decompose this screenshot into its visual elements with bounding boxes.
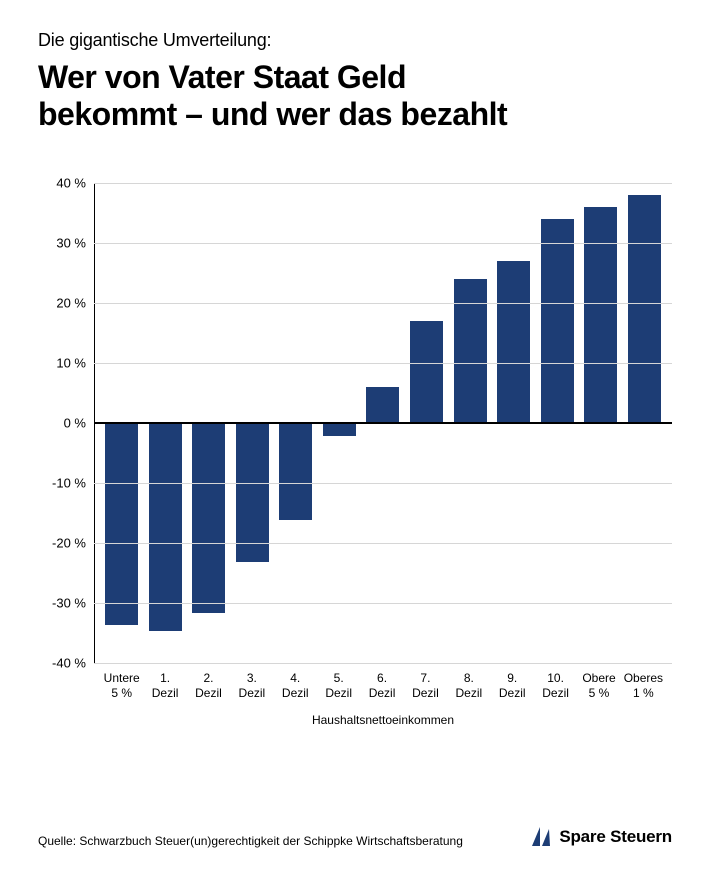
grid-line xyxy=(94,363,672,364)
x-tick-label-line2: Dezil xyxy=(494,686,531,701)
y-tick-label: 10 % xyxy=(56,355,86,370)
x-axis-title: Haushaltsnettoeinkommen xyxy=(94,713,672,727)
bar xyxy=(628,195,661,423)
x-tick-label: 7.Dezil xyxy=(407,671,444,701)
bar xyxy=(279,424,312,520)
grid-line xyxy=(94,243,672,244)
x-tick-label-line1: Oberes xyxy=(624,671,663,686)
zero-line xyxy=(94,422,672,424)
brand-text: Spare Steuern xyxy=(559,827,672,847)
bar xyxy=(149,424,182,631)
y-tick-label: -30 % xyxy=(52,595,86,610)
x-tick-label-line1: 7. xyxy=(407,671,444,686)
bar xyxy=(192,424,225,613)
chart-title: Wer von Vater Staat Geld bekommt – und w… xyxy=(38,59,672,133)
bar xyxy=(454,279,487,423)
x-tick-label: 5.Dezil xyxy=(320,671,357,701)
brand-sail-icon xyxy=(529,826,553,848)
x-tick-label-line1: 3. xyxy=(233,671,270,686)
x-tick-label: 9.Dezil xyxy=(494,671,531,701)
y-tick-label: -10 % xyxy=(52,475,86,490)
x-tick-label: Oberes1 % xyxy=(624,671,663,701)
x-tick-label-line2: 1 % xyxy=(624,686,663,701)
chart-title-line2: bekommt – und wer das bezahlt xyxy=(38,96,507,132)
x-tick-label: 10.Dezil xyxy=(537,671,574,701)
footer: Quelle: Schwarzbuch Steuer(un)gerechtigk… xyxy=(38,826,672,848)
x-tick-label: Obere5 % xyxy=(580,671,617,701)
x-tick-label-line1: Obere xyxy=(580,671,617,686)
grid-line xyxy=(94,303,672,304)
y-tick-label: 20 % xyxy=(56,295,86,310)
y-tick-label: -40 % xyxy=(52,655,86,670)
x-tick-label-line1: Untere xyxy=(103,671,140,686)
x-tick-label-line1: 6. xyxy=(363,671,400,686)
bar xyxy=(236,424,269,562)
bar xyxy=(323,424,356,436)
x-tick-label: Untere5 % xyxy=(103,671,140,701)
x-tick-label: 2.Dezil xyxy=(190,671,227,701)
x-tick-label-line2: Dezil xyxy=(146,686,183,701)
x-tick-label: 6.Dezil xyxy=(363,671,400,701)
x-tick-label-line2: 5 % xyxy=(580,686,617,701)
y-tick-label: 40 % xyxy=(56,175,86,190)
x-tick-label-line2: Dezil xyxy=(233,686,270,701)
bar xyxy=(105,424,138,625)
grid-line xyxy=(94,183,672,184)
chart-subtitle: Die gigantische Umverteilung: xyxy=(38,30,672,51)
x-tick-label-line2: 5 % xyxy=(103,686,140,701)
y-tick-label: 0 % xyxy=(64,415,86,430)
x-tick-label-line2: Dezil xyxy=(190,686,227,701)
bar xyxy=(497,261,530,423)
chart-title-line1: Wer von Vater Staat Geld xyxy=(38,59,406,95)
x-axis-labels: Untere5 %1.Dezil2.Dezil3.Dezil4.Dezil5.D… xyxy=(94,671,672,701)
x-tick-label-line2: Dezil xyxy=(407,686,444,701)
x-tick-label-line2: Dezil xyxy=(277,686,314,701)
grid-line xyxy=(94,663,672,664)
x-tick-label-line1: 4. xyxy=(277,671,314,686)
plot-region xyxy=(94,183,672,663)
x-tick-label-line2: Dezil xyxy=(450,686,487,701)
brand: Spare Steuern xyxy=(529,826,672,848)
x-tick-label: 8.Dezil xyxy=(450,671,487,701)
x-tick-label-line1: 9. xyxy=(494,671,531,686)
x-tick-label: 4.Dezil xyxy=(277,671,314,701)
x-tick-label: 3.Dezil xyxy=(233,671,270,701)
source-text: Quelle: Schwarzbuch Steuer(un)gerechtigk… xyxy=(38,834,463,848)
bar xyxy=(410,321,443,423)
x-tick-label-line1: 10. xyxy=(537,671,574,686)
grid-line xyxy=(94,603,672,604)
chart-area: 40 %30 %20 %10 %0 %-10 %-20 %-30 %-40 % … xyxy=(38,183,672,713)
y-tick-label: -20 % xyxy=(52,535,86,550)
grid-line xyxy=(94,483,672,484)
x-tick-label-line1: 5. xyxy=(320,671,357,686)
y-axis: 40 %30 %20 %10 %0 %-10 %-20 %-30 %-40 % xyxy=(38,183,94,713)
x-tick-label-line2: Dezil xyxy=(537,686,574,701)
x-tick-label-line1: 1. xyxy=(146,671,183,686)
x-tick-label-line2: Dezil xyxy=(363,686,400,701)
bar xyxy=(366,387,399,423)
y-tick-label: 30 % xyxy=(56,235,86,250)
x-tick-label: 1.Dezil xyxy=(146,671,183,701)
bar xyxy=(541,219,574,423)
x-tick-label-line2: Dezil xyxy=(320,686,357,701)
x-tick-label-line1: 8. xyxy=(450,671,487,686)
x-tick-label-line1: 2. xyxy=(190,671,227,686)
bar xyxy=(584,207,617,423)
grid-line xyxy=(94,543,672,544)
